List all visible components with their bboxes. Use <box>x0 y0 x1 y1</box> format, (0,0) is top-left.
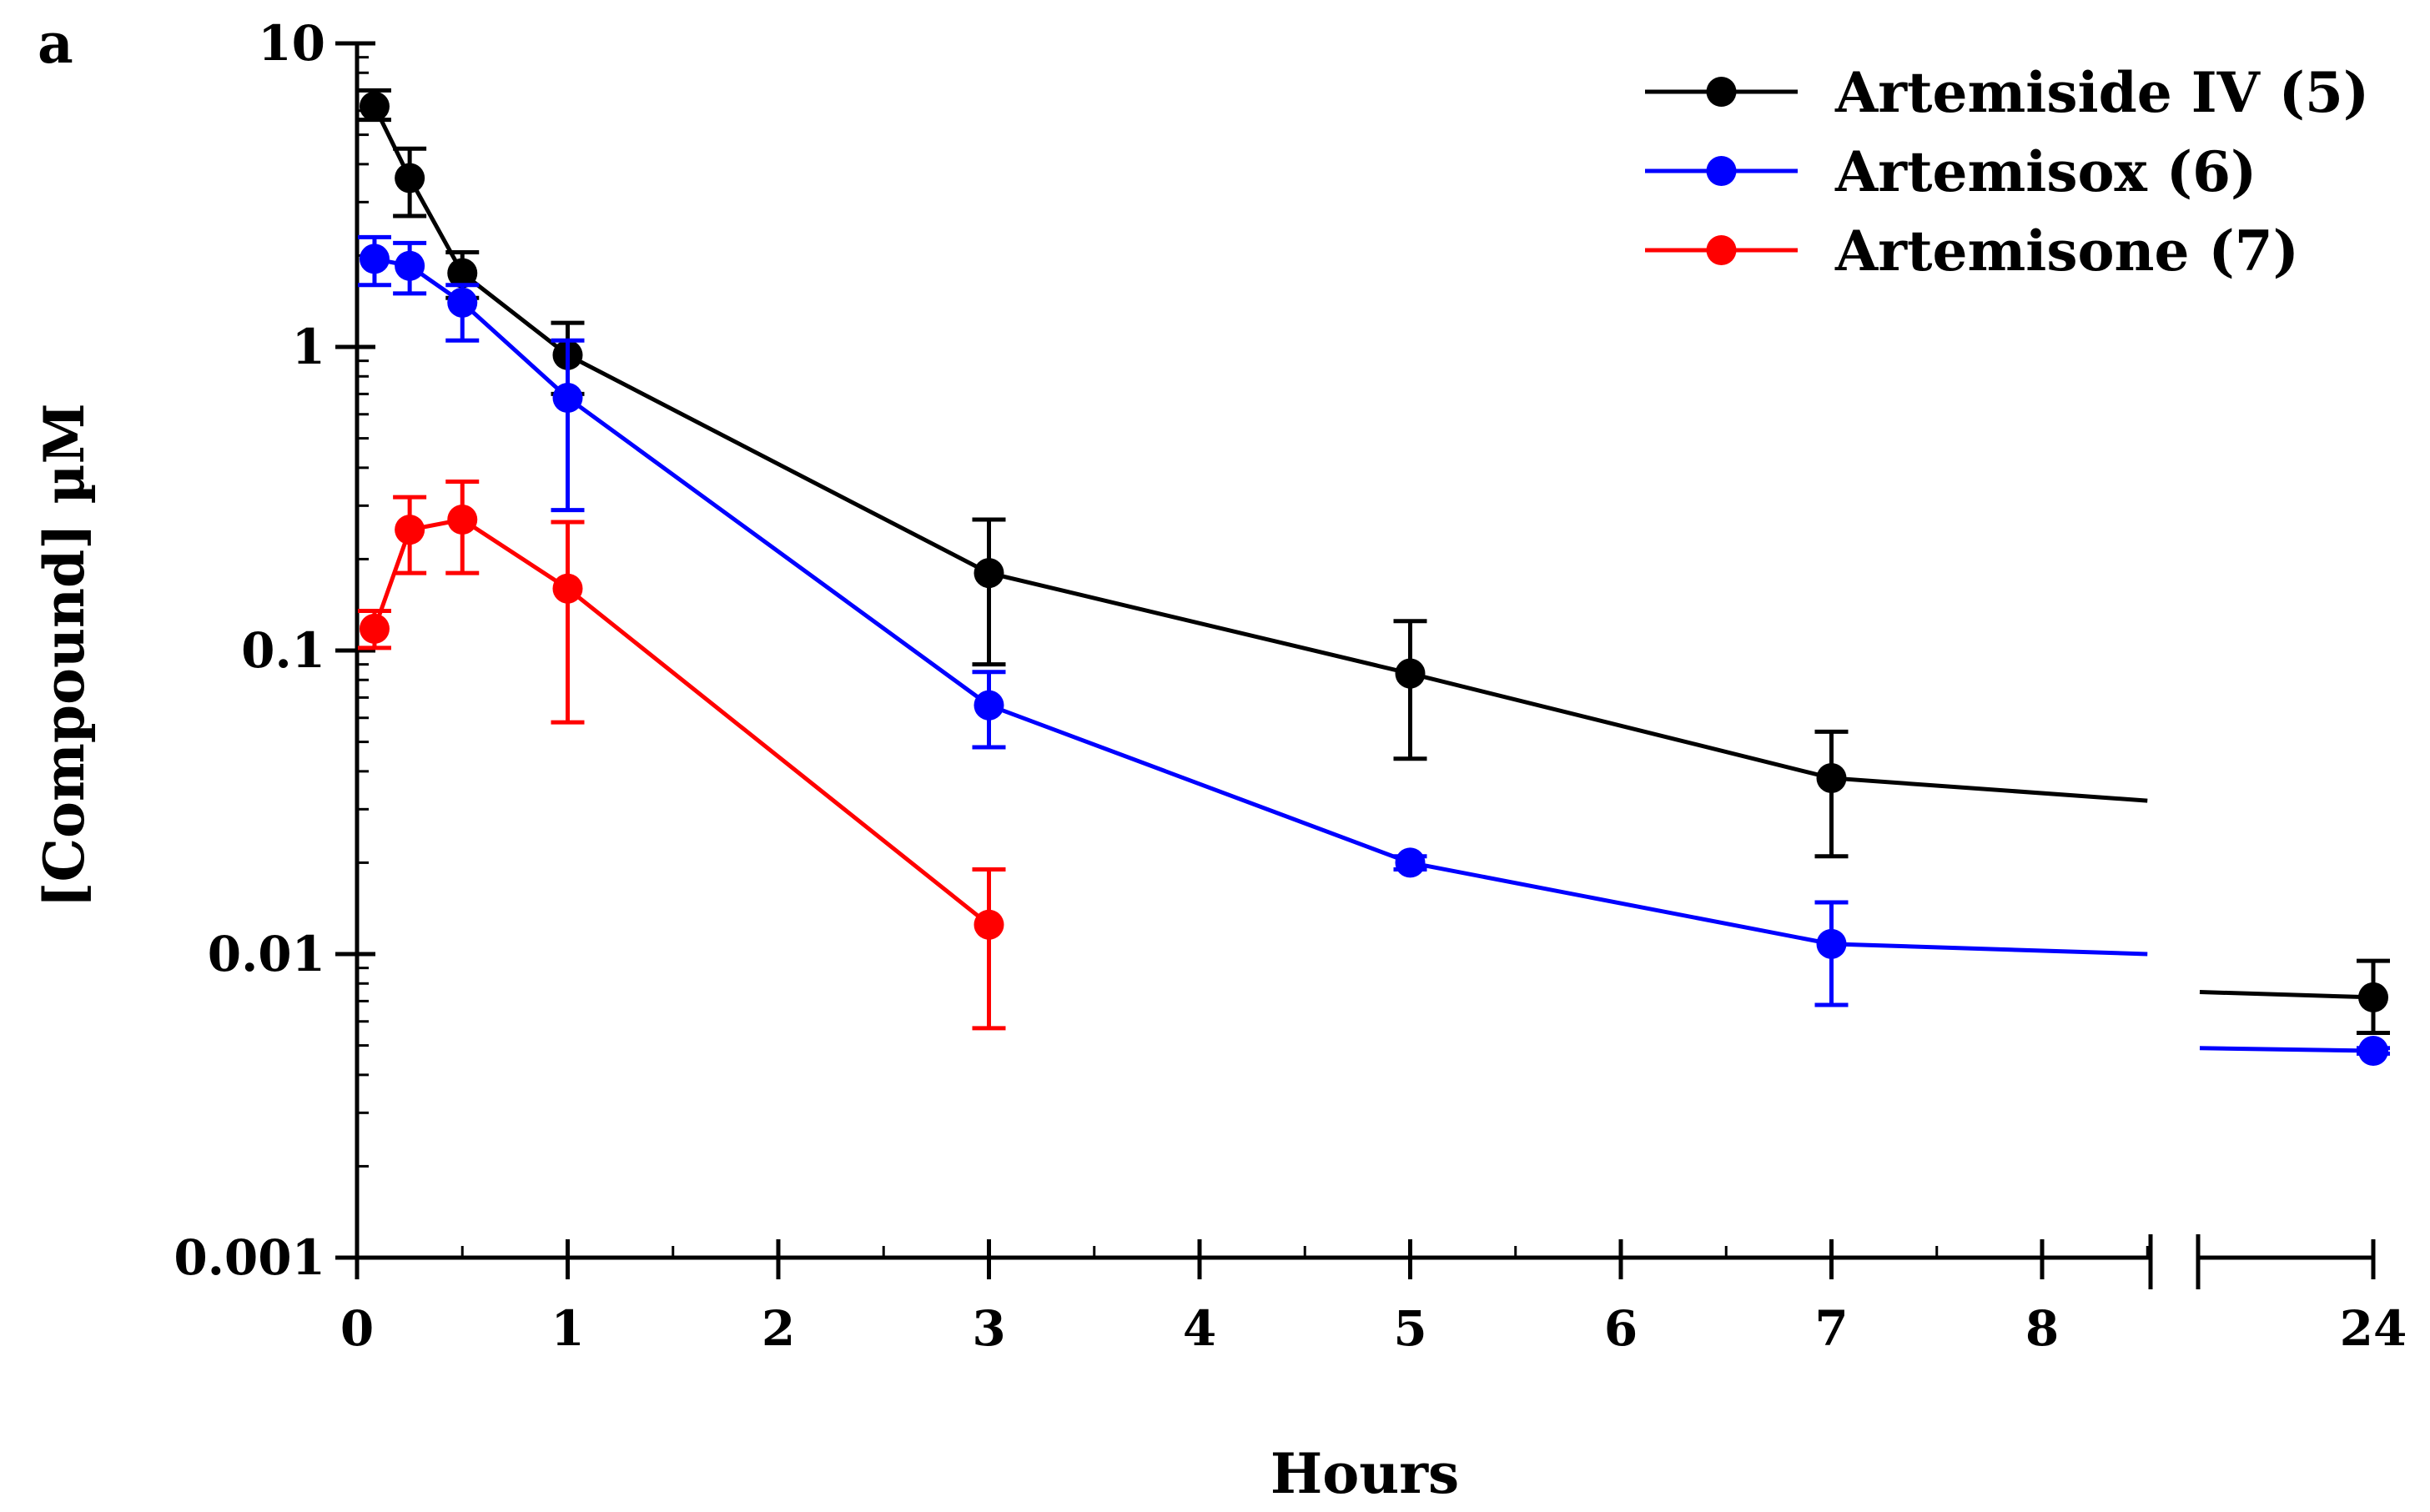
x-tick-label: 8 <box>2025 1300 2059 1357</box>
data-point <box>359 613 390 644</box>
legend-label: Artemisone (7) <box>1834 219 2299 284</box>
panel-label: a <box>38 11 73 76</box>
x-tick-label: 2 <box>762 1300 795 1357</box>
series-layer <box>357 88 2390 1067</box>
data-point <box>1816 762 1847 793</box>
data-point <box>447 504 478 535</box>
legend-label: Artemisox (6) <box>1834 139 2256 204</box>
series-3 <box>357 480 1006 1031</box>
x-tick-label: 5 <box>1393 1300 1426 1357</box>
legend-marker <box>1706 77 1737 107</box>
y-tick-label: 0.1 <box>241 622 325 679</box>
data-point <box>1395 847 1426 878</box>
data-point <box>552 382 583 413</box>
series-line-after-break <box>2199 1046 2374 1053</box>
axes: 10 1 0.1 0.01 0.001 0 1 2 3 4 5 6 7 8 24 <box>174 15 2407 1357</box>
x-axis-title: Hours <box>1270 1441 1459 1506</box>
y-tick-label: 10 <box>258 15 325 72</box>
data-point <box>974 909 1004 940</box>
series-line <box>374 256 2148 957</box>
data-point <box>359 91 390 122</box>
y-tick-label: 1 <box>292 319 325 375</box>
x-tick-label: 0 <box>340 1300 374 1357</box>
legend-marker <box>1706 156 1737 186</box>
legend-item: Artemiside IV (5) <box>1645 60 2369 125</box>
x-tick-label: 4 <box>1183 1300 1216 1357</box>
series-line-after-break <box>2199 989 2374 1000</box>
data-point <box>1816 928 1847 959</box>
y-axis-title: [Compound] µM <box>32 403 97 907</box>
x-tick-label: 6 <box>1604 1300 1638 1357</box>
data-point <box>447 287 478 318</box>
legend-item: Artemisox (6) <box>1645 139 2256 204</box>
data-point <box>974 690 1004 721</box>
legend-item: Artemisone (7) <box>1645 219 2299 284</box>
y-tick-label: 0.01 <box>208 926 325 982</box>
legend: Artemiside IV (5) Artemisox (6) Artemisone… <box>1645 60 2369 284</box>
series-line <box>372 105 2148 803</box>
data-point <box>974 558 1004 589</box>
legend-label: Artemiside IV (5) <box>1834 60 2369 125</box>
data-point <box>2358 982 2388 1012</box>
data-point <box>552 573 583 604</box>
x-tick-label: 1 <box>551 1300 584 1357</box>
data-point <box>395 163 425 193</box>
x-tick-label: 7 <box>1814 1300 1848 1357</box>
data-point <box>359 244 390 274</box>
series-2 <box>357 234 2390 1067</box>
y-tick-label: 0.001 <box>174 1229 325 1286</box>
x-tick-label: 24 <box>2340 1300 2407 1357</box>
data-point <box>447 258 478 289</box>
series-line <box>372 517 991 927</box>
data-point <box>395 250 425 281</box>
data-point <box>1395 658 1426 689</box>
x-tick-label: 3 <box>972 1300 1005 1357</box>
legend-marker <box>1706 235 1737 265</box>
data-point <box>395 515 425 545</box>
data-point <box>2358 1036 2388 1067</box>
